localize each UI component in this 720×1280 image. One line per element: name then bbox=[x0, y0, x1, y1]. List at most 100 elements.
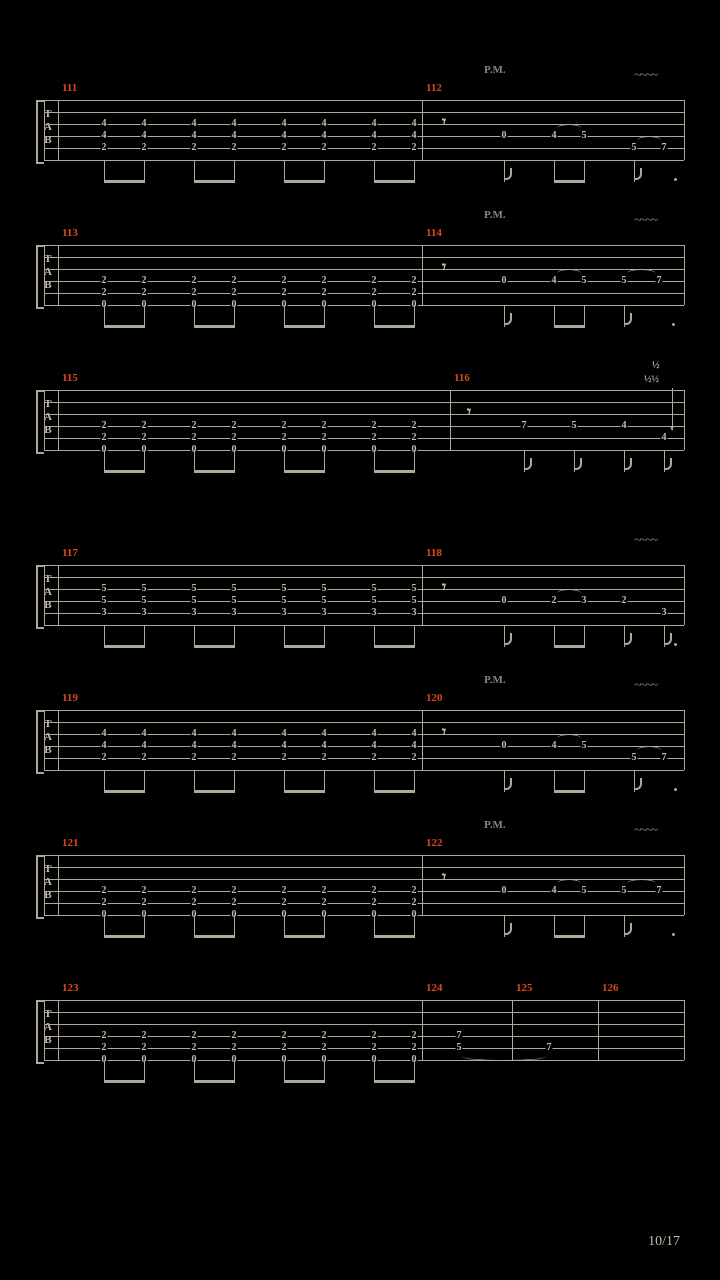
fret-number: 7 bbox=[546, 1043, 553, 1053]
fret-number: 2 bbox=[371, 143, 378, 153]
barline bbox=[422, 1000, 423, 1060]
fret-number: 5 bbox=[581, 886, 588, 896]
fret-number: 5 bbox=[371, 584, 378, 594]
beam bbox=[104, 470, 145, 473]
fret-number: 2 bbox=[191, 433, 198, 443]
fret-number: 4 bbox=[411, 729, 418, 739]
fret-number: 5 bbox=[581, 276, 588, 286]
beam bbox=[554, 645, 585, 648]
note-stem bbox=[414, 770, 415, 792]
note-flag bbox=[624, 313, 632, 325]
barline bbox=[58, 100, 59, 160]
fret-number: 7 bbox=[661, 143, 668, 153]
fret-number: 2 bbox=[371, 886, 378, 896]
tie bbox=[557, 124, 581, 133]
barline bbox=[422, 565, 423, 625]
fret-number: 4 bbox=[661, 433, 668, 443]
measure-number: 116 bbox=[454, 372, 470, 384]
tie bbox=[637, 136, 661, 145]
fret-number: 2 bbox=[321, 886, 328, 896]
beam bbox=[194, 935, 235, 938]
duration-dot bbox=[674, 643, 677, 646]
beam bbox=[104, 790, 145, 793]
fret-number: 2 bbox=[231, 1043, 238, 1053]
rest-symbol: 𝄾 bbox=[467, 404, 471, 422]
note-stem bbox=[374, 450, 375, 472]
beam bbox=[554, 325, 585, 328]
fret-number: 5 bbox=[281, 584, 288, 594]
note-stem bbox=[374, 625, 375, 647]
staff-line bbox=[44, 245, 684, 246]
note-stem bbox=[324, 450, 325, 472]
note-flag bbox=[624, 633, 632, 645]
measure-number: 121 bbox=[62, 837, 79, 849]
palm-mute-label: P.M. bbox=[484, 819, 506, 831]
fret-number: 2 bbox=[371, 1031, 378, 1041]
fret-number: 2 bbox=[411, 1043, 418, 1053]
beam bbox=[284, 325, 325, 328]
note-stem bbox=[284, 160, 285, 182]
fret-number: 2 bbox=[101, 886, 108, 896]
fret-number: 2 bbox=[371, 276, 378, 286]
staff-line bbox=[44, 1000, 684, 1001]
note-stem bbox=[414, 625, 415, 647]
fret-number: 2 bbox=[101, 276, 108, 286]
note-stem bbox=[374, 1060, 375, 1082]
fret-number: 4 bbox=[321, 729, 328, 739]
fret-number: 4 bbox=[141, 119, 148, 129]
note-stem bbox=[414, 305, 415, 327]
bend-arrow bbox=[672, 388, 673, 430]
measure-number: 113 bbox=[62, 227, 78, 239]
note-stem bbox=[284, 770, 285, 792]
fret-number: 4 bbox=[101, 131, 108, 141]
note-flag bbox=[664, 633, 672, 645]
fret-number: 5 bbox=[231, 596, 238, 606]
note-stem bbox=[104, 450, 105, 472]
barline bbox=[598, 1000, 599, 1060]
fret-number: 2 bbox=[411, 886, 418, 896]
fret-number: 2 bbox=[411, 276, 418, 286]
fret-number: 4 bbox=[281, 119, 288, 129]
staff-line bbox=[44, 402, 684, 403]
staff-bracket bbox=[36, 100, 44, 164]
fret-number: 4 bbox=[321, 131, 328, 141]
vibrato-wavy: ~~~~ bbox=[634, 213, 656, 229]
barline bbox=[684, 100, 685, 160]
fret-number: 2 bbox=[141, 898, 148, 908]
staff-line bbox=[44, 269, 684, 270]
fret-number: 2 bbox=[281, 886, 288, 896]
fret-number: 2 bbox=[411, 421, 418, 431]
tie bbox=[557, 269, 581, 278]
tie bbox=[627, 269, 656, 278]
barline bbox=[58, 710, 59, 770]
note-stem bbox=[324, 1060, 325, 1082]
measure-number: 123 bbox=[62, 982, 79, 994]
barline bbox=[44, 245, 45, 305]
fret-number: 2 bbox=[231, 288, 238, 298]
note-stem bbox=[584, 625, 585, 647]
staff-line bbox=[44, 390, 684, 391]
fret-number: 2 bbox=[371, 421, 378, 431]
fret-number: 2 bbox=[231, 898, 238, 908]
note-stem bbox=[324, 770, 325, 792]
beam bbox=[104, 325, 145, 328]
beam bbox=[194, 325, 235, 328]
fret-number: 4 bbox=[191, 741, 198, 751]
beam bbox=[374, 790, 415, 793]
palm-mute-label: P.M. bbox=[484, 209, 506, 221]
note-flag bbox=[504, 633, 512, 645]
note-stem bbox=[374, 770, 375, 792]
staff-line bbox=[44, 722, 684, 723]
fret-number: 5 bbox=[101, 596, 108, 606]
beam bbox=[104, 1080, 145, 1083]
fret-number: 4 bbox=[281, 131, 288, 141]
duration-dot bbox=[674, 178, 677, 181]
note-flag bbox=[634, 168, 642, 180]
fret-number: 4 bbox=[281, 729, 288, 739]
note-stem bbox=[284, 450, 285, 472]
fret-number: 3 bbox=[191, 608, 198, 618]
note-stem bbox=[554, 160, 555, 182]
fret-number: 2 bbox=[101, 898, 108, 908]
note-stem bbox=[414, 1060, 415, 1082]
measure-number: 118 bbox=[426, 547, 442, 559]
